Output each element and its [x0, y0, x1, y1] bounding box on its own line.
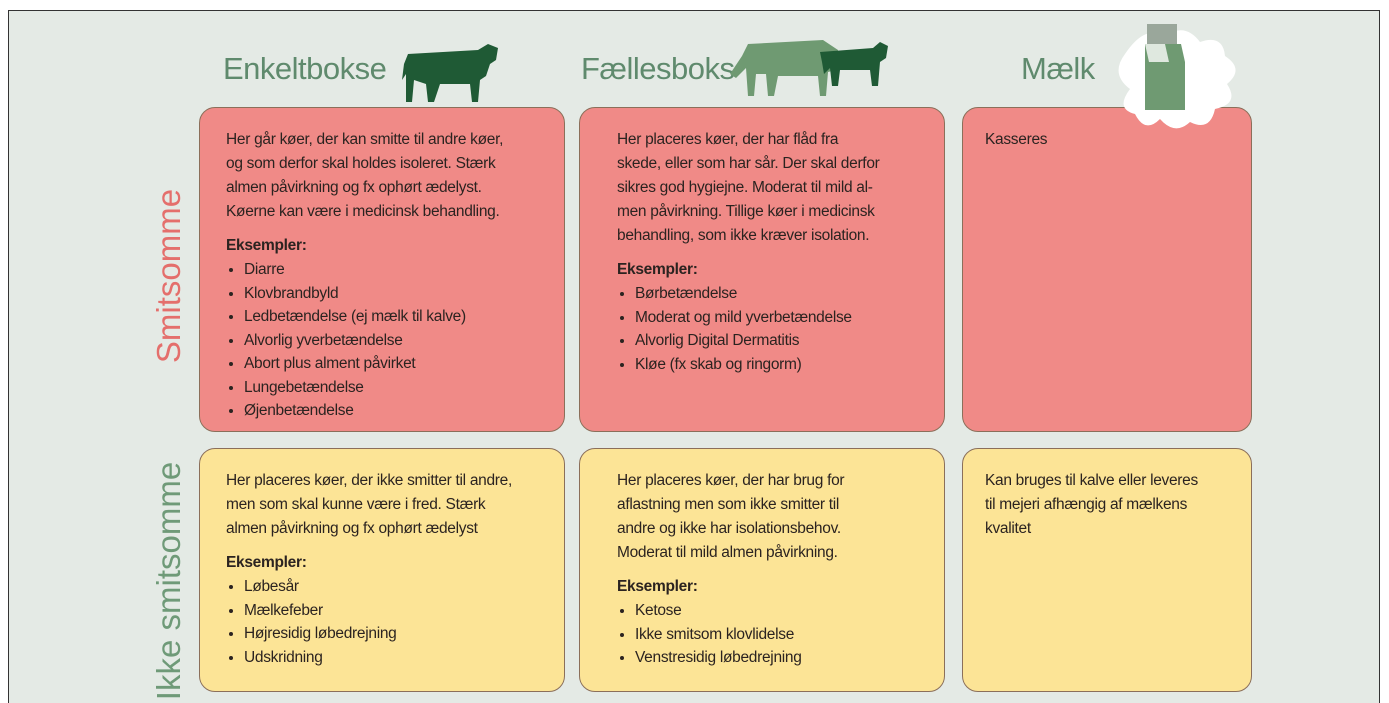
cell: Her placeres køer, der ikke smitter til …	[199, 448, 565, 692]
example-item: Moderat og mild yverbetændelse	[635, 306, 907, 330]
examples-list: BørbetændelseModerat og mild yverbetænde…	[617, 282, 907, 376]
examples-title: Eksempler:	[226, 554, 307, 571]
cell: Her placeres køer, der har brug for aflas…	[579, 448, 945, 692]
column-title: Enkeltbokse	[223, 51, 387, 86]
example-item: Ikke smitsom klovlidelse	[635, 623, 907, 647]
cell-text-line: Her placeres køer, der ikke smitter til …	[226, 472, 512, 489]
cell-text-line: Her placeres køer, der har brug for	[617, 472, 845, 489]
cow-icon	[402, 44, 498, 102]
cell: Kasseres	[962, 107, 1252, 432]
cell: Kan bruges til kalve eller leveres til me…	[962, 448, 1252, 692]
cell: Her går køer, der kan smitte til andre k…	[199, 107, 565, 432]
cell-text-line: Moderat til mild almen påvirkning.	[617, 544, 838, 561]
cell-text-line: sikres god hygiejne. Moderat til mild al…	[617, 179, 873, 196]
example-item: Klovbrandbyld	[244, 282, 538, 306]
example-item: Alvorlig Digital Dermatitis	[635, 329, 907, 353]
example-item: Udskridning	[244, 646, 538, 670]
example-item: Øjenbetændelse	[244, 399, 538, 423]
examples-title: Eksempler:	[226, 237, 307, 254]
cell-text-line: almen påvirkning og fx ophørt ædelyst.	[226, 179, 482, 196]
example-item: Venstresidig løbedrejning	[635, 646, 907, 670]
cell-text-line: og som derfor skal holdes isoleret. Stær…	[226, 155, 496, 172]
examples-title: Eksempler:	[617, 578, 698, 595]
example-item: Højresidig løbedrejning	[244, 622, 538, 646]
cell-text-line: til mejeri afhængig af mælkens	[985, 496, 1188, 513]
example-item: Ketose	[635, 599, 907, 623]
example-item: Alvorlig yverbetændelse	[244, 329, 538, 353]
example-item: Børbetændelse	[635, 282, 907, 306]
examples-list: DiarreKlovbrandbyldLedbetændelse (ej mæl…	[226, 258, 538, 423]
cows-icon	[730, 40, 888, 96]
cell-text-line: andre og ikke har isolationsbehov.	[617, 520, 841, 537]
cell-text-line: Køerne kan være i medicinsk behandling.	[226, 203, 500, 220]
cell-text-line: men som skal kunne være i fred. Stærk	[226, 496, 486, 513]
example-item: Mælkefeber	[244, 599, 538, 623]
example-item: Abort plus alment påvirket	[244, 352, 538, 376]
cell-text-line: Kasseres	[985, 131, 1048, 148]
example-item: Kløe (fx skab og ringorm)	[635, 353, 907, 377]
column-title: Fællesboks	[581, 51, 735, 86]
example-item: Ledbetændelse (ej mælk til kalve)	[244, 305, 538, 329]
cell-text-line: kvalitet	[985, 520, 1031, 537]
cell-text-line: behandling, som ikke kræver isolation.	[617, 227, 870, 244]
row-label: Ikke smitsomme	[150, 461, 187, 701]
examples-list: LøbesårMælkefeberHøjresidig løbedrejning…	[226, 575, 538, 669]
examples-list: KetoseIkke smitsom klovlidelseVenstresid…	[617, 599, 907, 670]
examples-title: Eksempler:	[617, 261, 698, 278]
cell: Her placeres køer, der har flåd fra skede…	[579, 107, 945, 432]
cell-text-line: almen påvirkning og fx ophørt ædelyst	[226, 520, 478, 537]
row-label: Smitsomme	[150, 188, 187, 364]
cell-text-line: men påvirkning. Tillige køer i medicinsk	[617, 203, 875, 220]
cell-text-line: aflastning men som ikke smitter til	[617, 496, 840, 513]
column-title: Mælk	[1021, 51, 1095, 86]
cell-text-line: skede, eller som har sår. Der skal derfo…	[617, 155, 880, 172]
cell-text-line: Her går køer, der kan smitte til andre k…	[226, 131, 504, 148]
example-item: Løbesår	[244, 575, 538, 599]
cell-text-line: Her placeres køer, der har flåd fra	[617, 131, 839, 148]
example-item: Diarre	[244, 258, 538, 282]
infographic: Enkeltbokse Fællesboks Mælk Smitsomme Her gå…	[8, 10, 1380, 703]
milk-icon	[1118, 24, 1236, 129]
example-item: Lungebetændelse	[244, 376, 538, 400]
cell-text-line: Kan bruges til kalve eller leveres	[985, 472, 1198, 489]
